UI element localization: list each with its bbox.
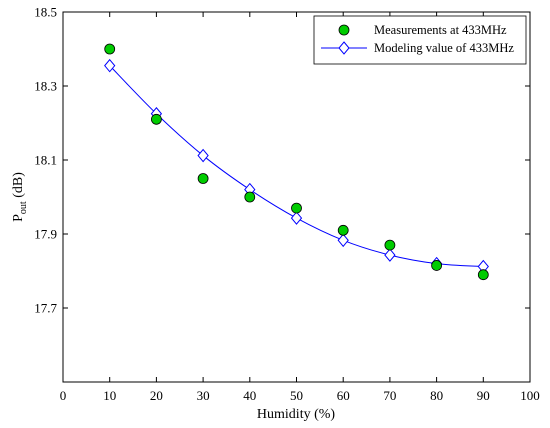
series-layer (104, 43, 489, 281)
model-point (384, 248, 396, 262)
model-point (197, 148, 209, 163)
x-tick-label: 30 (197, 388, 210, 403)
x-axis-label: Humidity (%) (257, 407, 335, 422)
x-axis-ticks: 0 10 20 30 40 50 60 70 80 90 100 (60, 12, 540, 403)
measurement-point (150, 113, 162, 125)
x-tick-label: 90 (477, 388, 490, 403)
model-point (104, 58, 116, 73)
y-tick-label: 18.3 (34, 79, 57, 94)
measurement-point (384, 239, 396, 251)
y-axis-label-sub: out (18, 201, 29, 214)
legend: Measurements at 433MHz Modeling value of… (313, 15, 527, 65)
x-tick-label: 80 (430, 388, 443, 403)
x-tick-label: 50 (290, 388, 303, 403)
measurement-point (477, 269, 489, 281)
legend-label-measurements: Measurements at 433MHz (374, 23, 507, 37)
model-point (290, 211, 303, 225)
legend-marker-model (338, 41, 350, 55)
legend-box (313, 15, 527, 65)
y-axis-label-unit: (dB) (11, 172, 26, 202)
y-axis-label-main: P (11, 214, 26, 222)
measurement-point (431, 260, 443, 271)
measurement-point (104, 43, 116, 55)
measurement-point (291, 202, 302, 214)
y-axis-label: Pout (dB) (11, 172, 29, 222)
y-tick-label: 17.7 (34, 301, 57, 316)
x-tick-label: 10 (103, 388, 116, 403)
y-axis-ticks: 17.7 17.9 18.1 18.3 18.5 (34, 5, 530, 316)
plot-area (62, 11, 531, 383)
x-tick-label: 20 (150, 388, 163, 403)
x-tick-label: 60 (337, 388, 350, 403)
y-tick-label: 17.9 (34, 227, 57, 242)
legend-label-model: Modeling value of 433MHz (374, 41, 514, 55)
measurement-point (337, 224, 349, 236)
x-tick-label: 70 (383, 388, 396, 403)
x-tick-label: 0 (60, 388, 67, 403)
y-tick-label: 18.1 (34, 153, 57, 168)
measurement-point (244, 191, 256, 203)
model-point (337, 233, 349, 248)
measurement-point (197, 173, 209, 184)
x-tick-label: 100 (520, 388, 540, 403)
x-tick-label: 40 (243, 388, 256, 403)
legend-marker-measurements (338, 24, 350, 36)
y-tick-label: 18.5 (34, 5, 57, 20)
